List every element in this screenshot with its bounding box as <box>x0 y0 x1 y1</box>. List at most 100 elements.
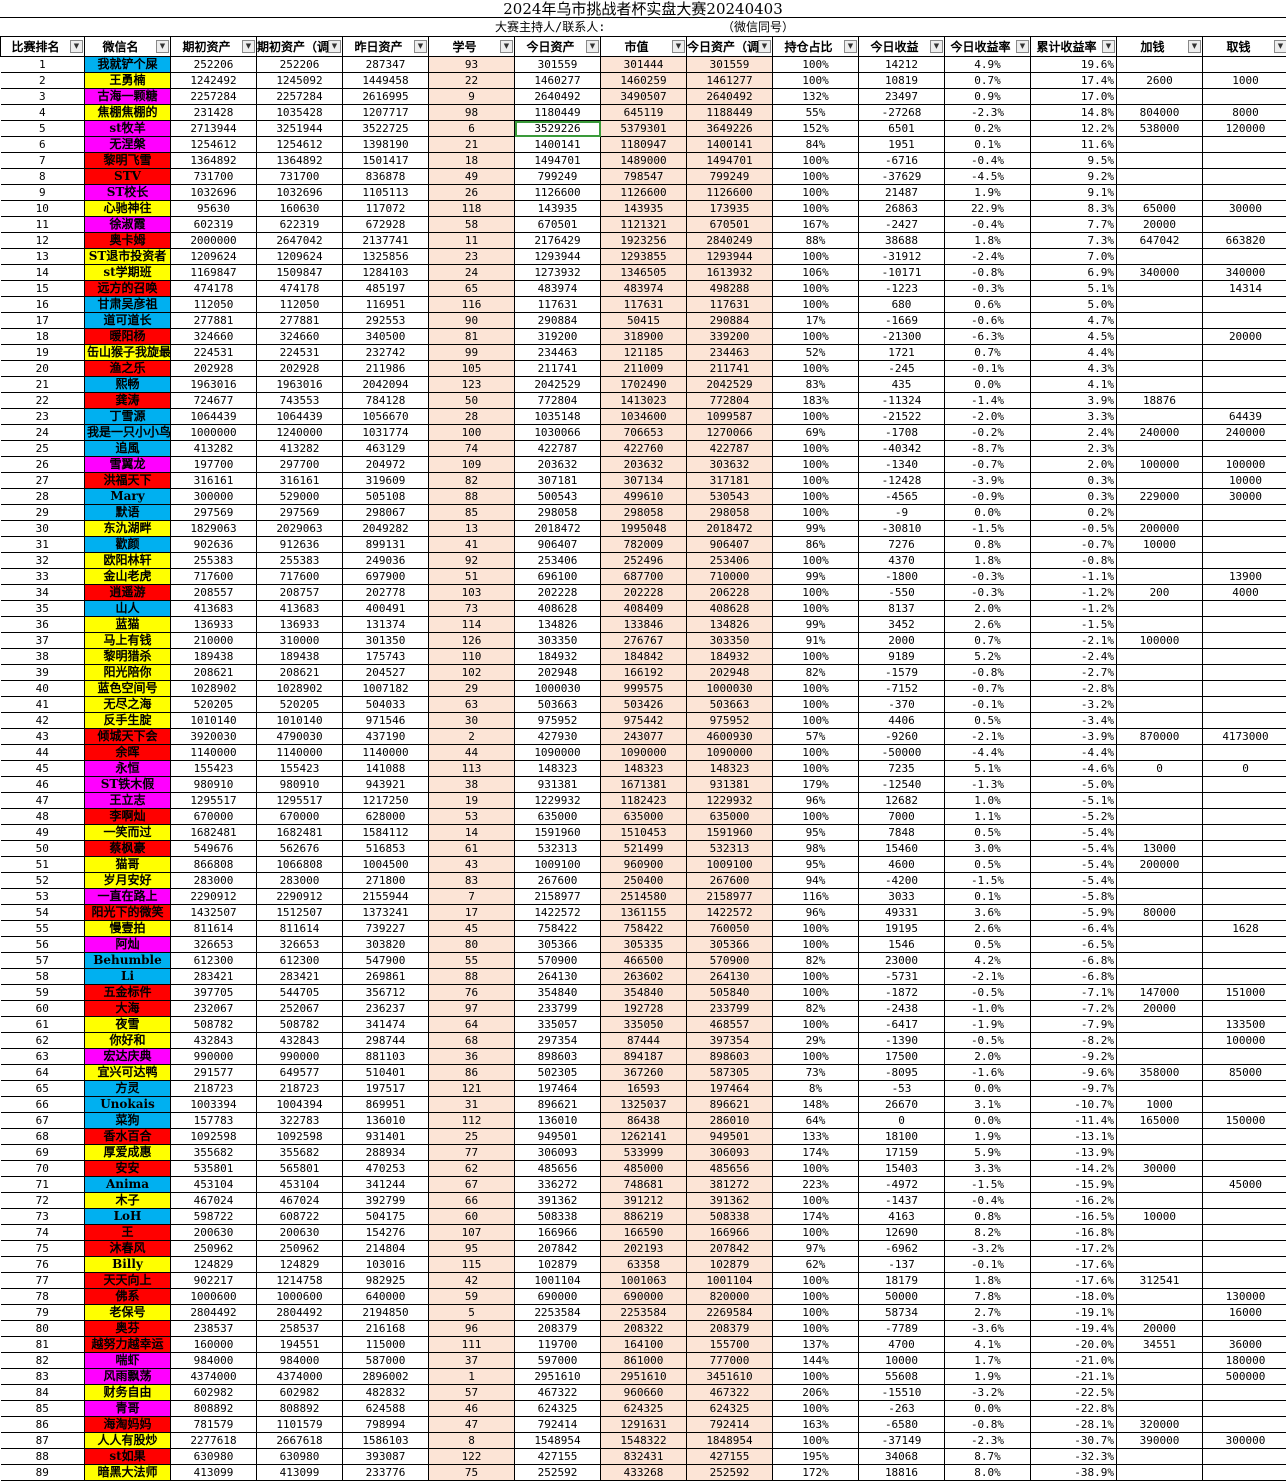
table-cell[interactable]: 93 <box>429 57 515 73</box>
table-cell[interactable]: 100% <box>773 1193 859 1209</box>
table-cell[interactable]: 77 <box>1 1273 85 1289</box>
table-cell[interactable]: 1030066 <box>515 425 601 441</box>
table-cell[interactable]: 1010140 <box>171 713 257 729</box>
table-cell[interactable]: 499610 <box>601 489 687 505</box>
table-cell[interactable]: 303350 <box>687 633 773 649</box>
table-cell[interactable]: 467024 <box>257 1193 343 1209</box>
table-cell[interactable]: 290884 <box>687 313 773 329</box>
table-cell[interactable]: 88 <box>1 1449 85 1465</box>
table-cell[interactable]: 1126600 <box>601 185 687 201</box>
table-cell[interactable]: 100% <box>773 553 859 569</box>
table-cell[interactable]: -245 <box>859 361 945 377</box>
table-cell[interactable]: 18100 <box>859 1129 945 1145</box>
wechat-name-cell[interactable]: 蓝色空间号 <box>85 681 171 697</box>
table-cell[interactable] <box>1117 1225 1203 1241</box>
table-cell[interactable]: 95% <box>773 825 859 841</box>
table-cell[interactable]: 57 <box>1 953 85 969</box>
table-cell[interactable]: 772804 <box>687 393 773 409</box>
table-cell[interactable]: 208322 <box>601 1321 687 1337</box>
table-cell[interactable]: 202228 <box>601 585 687 601</box>
table-cell[interactable]: 861000 <box>601 1353 687 1369</box>
table-cell[interactable]: 21 <box>1 377 85 393</box>
table-cell[interactable] <box>1203 137 1286 153</box>
table-cell[interactable]: 30000 <box>1203 489 1286 505</box>
table-cell[interactable]: 1361155 <box>601 905 687 921</box>
table-cell[interactable]: 400491 <box>343 601 429 617</box>
table-cell[interactable]: 427930 <box>515 729 601 745</box>
table-cell[interactable]: 117631 <box>601 297 687 313</box>
wechat-name-cell[interactable]: 佛系 <box>85 1289 171 1305</box>
column-header[interactable]: 学号▼ <box>429 37 515 57</box>
table-cell[interactable]: 1126600 <box>687 185 773 201</box>
table-cell[interactable]: 208379 <box>515 1321 601 1337</box>
wechat-name-cell[interactable]: 奥芬 <box>85 1321 171 1337</box>
table-cell[interactable]: 1032696 <box>257 185 343 201</box>
table-cell[interactable]: 157783 <box>171 1113 257 1129</box>
table-cell[interactable]: 29 <box>1 505 85 521</box>
wechat-name-cell[interactable]: STV <box>85 169 171 185</box>
table-cell[interactable]: 413099 <box>171 1465 257 1481</box>
table-cell[interactable]: 340500 <box>343 329 429 345</box>
table-cell[interactable]: 298058 <box>601 505 687 521</box>
table-cell[interactable]: 1586103 <box>343 1433 429 1449</box>
table-cell[interactable] <box>1203 89 1286 105</box>
table-cell[interactable]: 58734 <box>859 1305 945 1321</box>
table-cell[interactable]: 9.5% <box>1031 153 1117 169</box>
table-cell[interactable]: 23 <box>1 409 85 425</box>
table-cell[interactable]: 1001104 <box>687 1273 773 1289</box>
table-cell[interactable] <box>1117 921 1203 937</box>
table-cell[interactable]: 164100 <box>601 1337 687 1353</box>
table-cell[interactable]: 39 <box>1 665 85 681</box>
table-cell[interactable]: 47 <box>429 1417 515 1433</box>
table-cell[interactable]: -37149 <box>859 1433 945 1449</box>
table-cell[interactable]: 16593 <box>601 1081 687 1097</box>
table-cell[interactable]: -9260 <box>859 729 945 745</box>
table-cell[interactable]: 301350 <box>343 633 429 649</box>
table-cell[interactable]: -0.3% <box>945 585 1031 601</box>
table-cell[interactable]: 31 <box>1 537 85 553</box>
table-cell[interactable]: 1628 <box>1203 921 1286 937</box>
table-cell[interactable]: 467024 <box>171 1193 257 1209</box>
table-cell[interactable]: 22 <box>429 73 515 89</box>
table-cell[interactable]: 17 <box>429 905 515 921</box>
table-cell[interactable]: 6 <box>1 137 85 153</box>
table-cell[interactable]: 252592 <box>515 1465 601 1481</box>
table-cell[interactable]: 1721 <box>859 345 945 361</box>
table-cell[interactable]: 1180947 <box>601 137 687 153</box>
table-cell[interactable]: 743553 <box>257 393 343 409</box>
table-cell[interactable]: 208379 <box>687 1321 773 1337</box>
table-cell[interactable]: 521499 <box>601 841 687 857</box>
table-cell[interactable]: 85 <box>429 505 515 521</box>
table-cell[interactable] <box>1203 841 1286 857</box>
table-cell[interactable]: 95% <box>773 857 859 873</box>
table-cell[interactable]: 1000030 <box>515 681 601 697</box>
table-cell[interactable]: -0.5% <box>1031 521 1117 537</box>
table-cell[interactable]: 4.2% <box>945 953 1031 969</box>
wechat-name-cell[interactable]: 古海一颗糖 <box>85 89 171 105</box>
wechat-name-cell[interactable]: 我就铲个屎 <box>85 57 171 73</box>
table-cell[interactable]: 1373241 <box>343 905 429 921</box>
filter-dropdown-icon[interactable]: ▼ <box>844 40 857 53</box>
table-cell[interactable] <box>1203 825 1286 841</box>
table-cell[interactable] <box>1203 1081 1286 1097</box>
table-cell[interactable]: 20000 <box>1117 1001 1203 1017</box>
table-cell[interactable]: 86 <box>429 1065 515 1081</box>
table-cell[interactable]: 252592 <box>687 1465 773 1481</box>
table-cell[interactable]: 95 <box>429 1241 515 1257</box>
table-cell[interactable]: 69 <box>1 1145 85 1161</box>
table-cell[interactable]: 100% <box>773 249 859 265</box>
table-cell[interactable]: 5.9% <box>945 1145 1031 1161</box>
table-cell[interactable]: -21522 <box>859 409 945 425</box>
table-cell[interactable]: 52 <box>1 873 85 889</box>
table-cell[interactable]: 10000 <box>1117 537 1203 553</box>
table-cell[interactable]: 76 <box>429 985 515 1001</box>
table-cell[interactable]: 84% <box>773 137 859 153</box>
table-cell[interactable]: -0.8% <box>945 265 1031 281</box>
table-cell[interactable]: 297569 <box>171 505 257 521</box>
table-cell[interactable]: 54 <box>1 905 85 921</box>
table-cell[interactable] <box>1117 249 1203 265</box>
table-cell[interactable]: 300000 <box>1203 1433 1286 1449</box>
table-cell[interactable]: 799249 <box>687 169 773 185</box>
table-cell[interactable]: 173935 <box>687 201 773 217</box>
table-cell[interactable]: 20000 <box>1117 217 1203 233</box>
